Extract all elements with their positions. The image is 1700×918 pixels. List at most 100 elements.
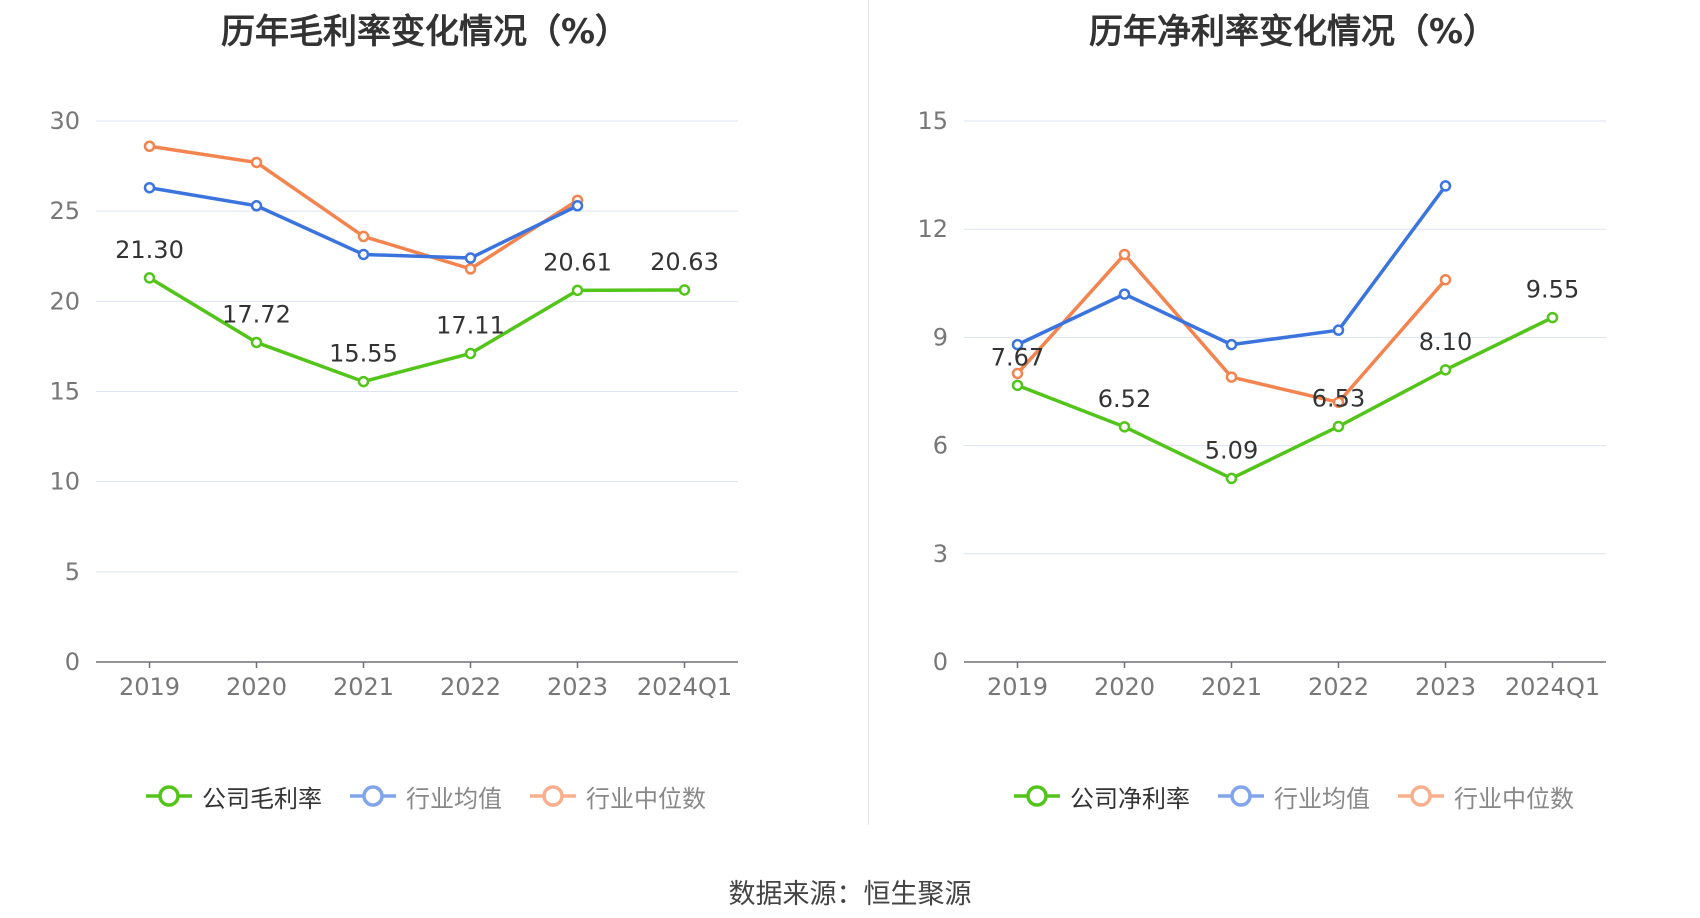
data-point <box>1118 288 1131 300</box>
y-tick-label: 10 <box>49 468 80 496</box>
y-tick-label: 0 <box>65 648 80 676</box>
data-label: 5.09 <box>1205 436 1258 464</box>
data-point <box>464 263 477 275</box>
y-tick-label: 25 <box>49 197 80 225</box>
legend-marker-icon <box>1218 785 1264 807</box>
y-tick-label: 5 <box>65 558 80 586</box>
data-label: 17.11 <box>436 311 505 339</box>
data-point <box>1011 379 1024 392</box>
data-label: 15.55 <box>329 340 398 368</box>
x-tick-label: 2021 <box>1201 673 1262 701</box>
data-label: 17.72 <box>222 300 291 328</box>
data-point <box>143 140 156 152</box>
legend-item[interactable]: 行业中位数 <box>1396 779 1574 814</box>
x-tick-label: 2024Q1 <box>637 673 732 701</box>
legend-label: 行业中位数 <box>1454 784 1574 813</box>
data-label: 7.67 <box>991 343 1044 371</box>
data-point <box>1332 420 1345 433</box>
data-point <box>1225 371 1238 383</box>
data-point <box>250 156 263 169</box>
legend-marker-icon <box>350 785 396 807</box>
data-point <box>250 336 263 349</box>
gross-margin-legend: 公司毛利率 行业均值 行业中位数 <box>0 776 850 816</box>
legend-label: 行业中位数 <box>586 784 706 813</box>
data-point <box>464 347 477 360</box>
data-label: 6.53 <box>1312 384 1365 412</box>
x-tick-label: 2019 <box>119 673 180 701</box>
legend-item[interactable]: 公司毛利率 <box>144 779 322 814</box>
data-point <box>1546 311 1559 324</box>
panel-divider <box>868 0 869 825</box>
data-point <box>1225 472 1238 485</box>
series-line <box>148 276 685 384</box>
data-point <box>1225 338 1238 351</box>
series-line <box>1016 184 1447 347</box>
y-tick-label: 15 <box>917 107 948 135</box>
data-point <box>1439 180 1452 192</box>
y-tick-label: 12 <box>917 215 948 243</box>
y-tick-label: 9 <box>933 323 948 351</box>
chart-title: 历年净利率变化情况（%） <box>1088 12 1498 52</box>
net-margin-chart: 历年净利率变化情况（%） 0 3 6 9 12 15 2019 2020 2021 2022 202… <box>868 0 1700 820</box>
y-tick-label: 0 <box>933 648 948 676</box>
y-tick-label: 3 <box>933 540 948 568</box>
net-margin-legend: 公司净利率 行业均值 行业中位数 <box>868 776 1700 816</box>
y-tick-label: 6 <box>933 432 948 460</box>
net-margin-plot: 0 3 6 9 12 15 2019 2020 2021 2022 2023 2024Q1 7.67 6.… <box>917 107 1606 701</box>
data-point <box>571 200 584 212</box>
data-point <box>678 284 691 296</box>
legend-marker-icon <box>1398 785 1444 807</box>
data-point <box>1439 273 1452 286</box>
data-point <box>143 181 156 194</box>
x-tick-label: 2024Q1 <box>1505 673 1600 701</box>
gross-margin-plot: 0 5 10 15 20 25 30 2019 2020 2021 2022 2023 2024Q1 21… <box>49 107 738 701</box>
data-label: 20.61 <box>543 248 612 276</box>
legend-label: 行业均值 <box>1274 784 1370 813</box>
data-point <box>464 252 477 264</box>
data-point <box>357 230 370 243</box>
legend-label: 公司毛利率 <box>202 784 322 813</box>
x-tick-label: 2020 <box>226 673 287 701</box>
data-point <box>1011 367 1024 380</box>
x-tick-label: 2022 <box>1308 673 1369 701</box>
data-source-note: 数据来源：恒生聚源 <box>728 879 972 910</box>
data-point <box>571 284 584 297</box>
x-tick-label: 2020 <box>1094 673 1155 701</box>
data-label: 21.30 <box>115 236 184 264</box>
data-label: 8.10 <box>1419 328 1472 356</box>
legend-marker-icon <box>530 785 576 807</box>
legend-marker-icon <box>146 785 192 807</box>
legend-item[interactable]: 行业均值 <box>1216 779 1370 814</box>
y-tick-label: 30 <box>49 107 80 135</box>
y-tick-label: 20 <box>49 287 80 315</box>
gross-margin-chart: 历年毛利率变化情况（%） 0 5 10 15 20 25 30 2019 2020 2021 202… <box>0 0 850 820</box>
y-tick-label: 15 <box>49 378 80 406</box>
data-label: 9.55 <box>1526 276 1579 304</box>
data-point <box>1118 248 1131 261</box>
data-point <box>1332 324 1345 336</box>
x-tick-label: 2019 <box>987 673 1048 701</box>
data-point <box>1118 421 1131 433</box>
series-line <box>149 185 579 260</box>
x-tick-label: 2023 <box>1415 673 1476 701</box>
data-point <box>357 375 370 388</box>
x-tick-label: 2021 <box>333 673 394 701</box>
legend-item[interactable]: 行业中位数 <box>528 779 706 814</box>
data-point <box>143 272 156 284</box>
chart-title: 历年毛利率变化情况（%） <box>220 12 630 52</box>
legend-label: 行业均值 <box>406 784 502 813</box>
data-point <box>357 248 370 261</box>
legend-marker-icon <box>1014 785 1060 807</box>
legend-item[interactable]: 行业均值 <box>348 779 502 814</box>
data-point <box>1011 338 1024 351</box>
data-point <box>1332 396 1345 409</box>
legend-item[interactable]: 公司净利率 <box>1012 779 1190 814</box>
legend-label: 公司净利率 <box>1070 784 1190 813</box>
series-line <box>1016 315 1554 481</box>
data-point <box>1439 364 1452 376</box>
x-tick-label: 2022 <box>440 673 501 701</box>
data-point <box>250 200 263 212</box>
x-tick-label: 2023 <box>547 673 608 701</box>
data-label: 6.52 <box>1098 385 1151 413</box>
data-label: 20.63 <box>650 248 719 276</box>
